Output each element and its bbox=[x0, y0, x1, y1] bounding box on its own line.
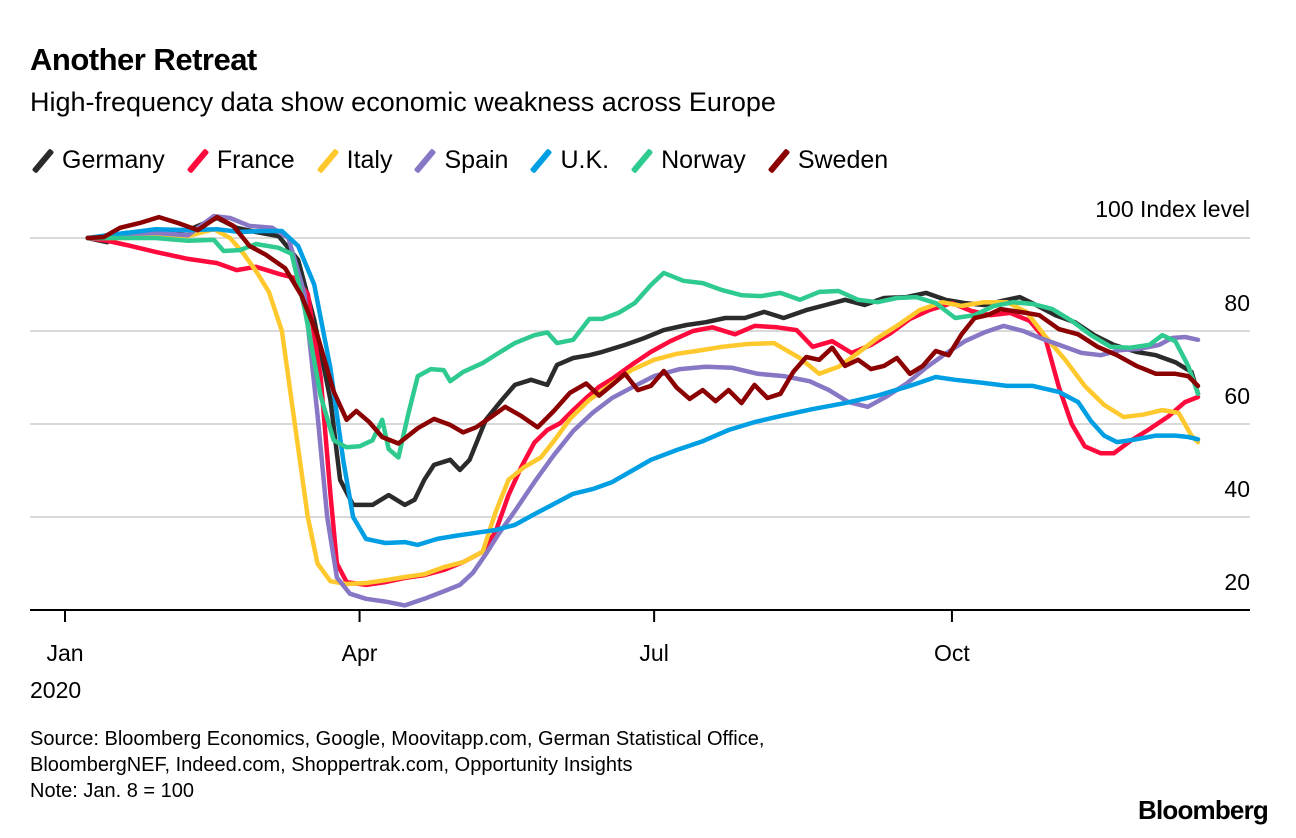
legend-item-spain: Spain bbox=[412, 146, 508, 175]
series-line-spain bbox=[85, 213, 1201, 608]
series-line-france bbox=[85, 235, 1201, 588]
legend-item-norway: Norway bbox=[629, 146, 746, 175]
legend-label-sweden: Sweden bbox=[797, 146, 889, 174]
x-tick-label-jul: Jul bbox=[639, 640, 668, 666]
y-axis-ticks: 20 40 60 80 bbox=[1224, 290, 1250, 595]
x-tick-label-oct: Oct bbox=[934, 640, 970, 666]
legend-label-uk: U.K. bbox=[560, 146, 610, 174]
note: Note: Jan. 8 = 100 bbox=[30, 780, 195, 802]
y-tick-label-40: 40 bbox=[1224, 476, 1250, 502]
y-tick-label-20: 20 bbox=[1224, 569, 1250, 595]
legend-item-germany: Germany bbox=[30, 146, 165, 175]
y-tick-label-60: 60 bbox=[1224, 383, 1250, 409]
legend-label-norway: Norway bbox=[661, 146, 746, 174]
chart-title: Another Retreat bbox=[30, 42, 257, 77]
x-tick-label-apr: Apr bbox=[342, 640, 378, 666]
x-axis-year-label: 2020 bbox=[30, 677, 81, 703]
bloomberg-logo: Bloomberg bbox=[1137, 795, 1269, 825]
legend-item-france: France bbox=[185, 146, 295, 175]
legend-label-italy: Italy bbox=[346, 146, 393, 174]
series-lines bbox=[85, 213, 1201, 608]
legend-item-sweden: Sweden bbox=[766, 146, 888, 175]
legend: Germany France Italy Spain U.K. Norway S… bbox=[30, 146, 908, 175]
series-line-uk bbox=[85, 226, 1201, 548]
source-line-2: BloombergNEF, Indeed.com, Shoppertrak.co… bbox=[30, 754, 633, 776]
chart-subtitle: High-frequency data show economic weakne… bbox=[30, 87, 776, 117]
y-axis-unit-label: 100 Index level bbox=[1095, 196, 1250, 222]
series-line-norway bbox=[85, 235, 1201, 460]
legend-item-italy: Italy bbox=[315, 146, 393, 175]
x-axis: Jan Apr Jul Oct 2020 bbox=[30, 609, 1250, 703]
y-tick-label-80: 80 bbox=[1224, 290, 1250, 316]
legend-item-uk: U.K. bbox=[528, 146, 609, 175]
gridlines bbox=[30, 237, 1250, 518]
legend-label-germany: Germany bbox=[62, 146, 165, 174]
legend-label-spain: Spain bbox=[444, 146, 509, 174]
x-tick-label-jan: Jan bbox=[46, 640, 83, 666]
footer: Source: Bloomberg Economics, Google, Moo… bbox=[30, 726, 764, 804]
source-line-1: Source: Bloomberg Economics, Google, Moo… bbox=[30, 728, 765, 750]
legend-label-france: France bbox=[216, 146, 295, 174]
series-line-italy bbox=[85, 226, 1201, 587]
series-line-sweden bbox=[85, 214, 1201, 446]
